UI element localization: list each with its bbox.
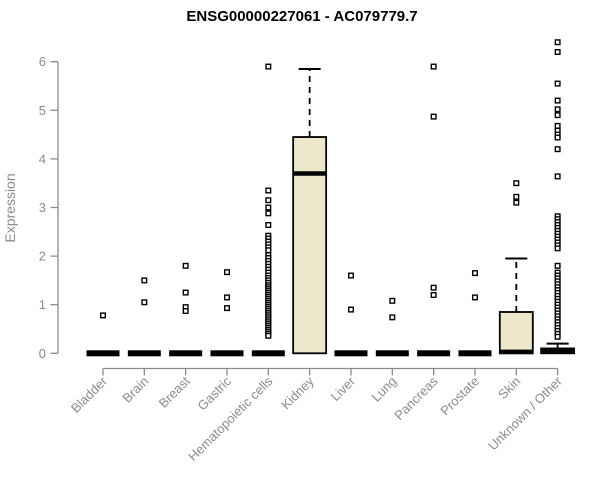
x-tick-label-unknown-other: Unknown / Other bbox=[485, 373, 565, 453]
box-group-brain bbox=[127, 277, 161, 357]
y-tick-label: 0 bbox=[39, 346, 46, 361]
box-collapsed-pancreas bbox=[417, 350, 451, 357]
x-tick-label-prostate: Prostate bbox=[437, 374, 482, 419]
x-tick-label-lung: Lung bbox=[368, 374, 399, 405]
outlier-point bbox=[347, 306, 354, 313]
outlier-point bbox=[430, 63, 437, 70]
y-tick-label: 1 bbox=[39, 297, 46, 312]
outlier-point bbox=[389, 314, 396, 321]
box-group-lung bbox=[375, 297, 409, 357]
outlier-point bbox=[554, 146, 561, 153]
box-kidney bbox=[292, 136, 328, 355]
outlier-point bbox=[554, 122, 561, 129]
outlier-point bbox=[265, 332, 272, 339]
outlier-point bbox=[265, 187, 272, 194]
outlier-point bbox=[223, 294, 230, 301]
y-tick-label: 2 bbox=[39, 249, 46, 264]
x-tick-label-breast: Breast bbox=[156, 373, 193, 410]
outlier-point bbox=[389, 297, 396, 304]
box-collapsed-hematopoietic-cells bbox=[251, 350, 285, 357]
outlier-point bbox=[554, 80, 561, 87]
box-group-pancreas bbox=[417, 63, 451, 357]
outlier-point bbox=[265, 221, 272, 228]
outlier-point bbox=[513, 193, 520, 200]
box-collapsed-bladder bbox=[86, 350, 120, 357]
outlier-point bbox=[141, 299, 148, 306]
outlier-point bbox=[554, 134, 561, 141]
box-group-kidney bbox=[292, 67, 328, 355]
outlier-point bbox=[554, 262, 561, 269]
outlier-point bbox=[471, 294, 478, 301]
box-group-prostate bbox=[458, 270, 492, 357]
outlier-point bbox=[554, 333, 561, 340]
box-skin bbox=[498, 311, 534, 355]
outlier-point bbox=[223, 269, 230, 276]
x-tick-label-bladder: Bladder bbox=[68, 373, 111, 416]
chart-title: ENSG00000227061 - AC079779.7 bbox=[186, 8, 417, 25]
box-collapsed-liver bbox=[334, 350, 368, 357]
box-group-hematopoietic-cells bbox=[251, 63, 285, 357]
outlier-point bbox=[430, 113, 437, 120]
outlier-point bbox=[471, 270, 478, 277]
box-group-unknown-other bbox=[540, 39, 576, 355]
outlier-point bbox=[141, 277, 148, 284]
y-tick-label: 6 bbox=[39, 54, 46, 69]
box-group-liver bbox=[334, 272, 368, 357]
outlier-point bbox=[554, 245, 561, 252]
outlier-point bbox=[265, 247, 272, 254]
outlier-point bbox=[554, 173, 561, 180]
y-tick-label: 3 bbox=[39, 200, 46, 215]
outlier-point bbox=[265, 204, 272, 211]
outlier-point bbox=[182, 262, 189, 269]
outlier-point bbox=[513, 199, 520, 206]
outlier-point bbox=[265, 197, 272, 204]
x-tick-label-gastric: Gastric bbox=[194, 373, 234, 413]
outlier-point bbox=[99, 312, 106, 319]
x-tick-label-brain: Brain bbox=[119, 374, 151, 406]
box-group-skin bbox=[498, 180, 534, 355]
outlier-point bbox=[554, 39, 561, 46]
outlier-point bbox=[430, 291, 437, 298]
box-collapsed-prostate bbox=[458, 350, 492, 357]
y-tick-label: 4 bbox=[39, 151, 46, 166]
x-tick-label-skin: Skin bbox=[495, 374, 523, 402]
outlier-point bbox=[265, 210, 272, 217]
outlier-point bbox=[554, 48, 561, 55]
box-collapsed-lung bbox=[375, 350, 409, 357]
outlier-point bbox=[554, 112, 561, 119]
y-tick-label: 5 bbox=[39, 103, 46, 118]
box-group-bladder bbox=[86, 312, 120, 357]
x-tick-label-liver: Liver bbox=[328, 373, 359, 404]
outlier-point bbox=[554, 106, 561, 113]
outlier-point bbox=[513, 180, 520, 187]
outlier-point bbox=[430, 284, 437, 291]
box-collapsed-brain bbox=[127, 350, 161, 357]
x-tick-label-kidney: Kidney bbox=[278, 373, 317, 412]
box-group-gastric bbox=[210, 269, 244, 357]
outlier-point bbox=[347, 272, 354, 279]
outlier-point bbox=[223, 305, 230, 312]
outlier-point bbox=[265, 63, 272, 70]
y-axis-title: Expression bbox=[2, 173, 18, 242]
box-collapsed-breast bbox=[169, 350, 203, 357]
outlier-point bbox=[182, 289, 189, 296]
x-tick-label-pancreas: Pancreas bbox=[391, 373, 441, 423]
box-group-breast bbox=[169, 262, 203, 357]
outlier-point bbox=[182, 308, 189, 315]
outlier-point bbox=[554, 97, 561, 104]
box-collapsed-gastric bbox=[210, 350, 244, 357]
